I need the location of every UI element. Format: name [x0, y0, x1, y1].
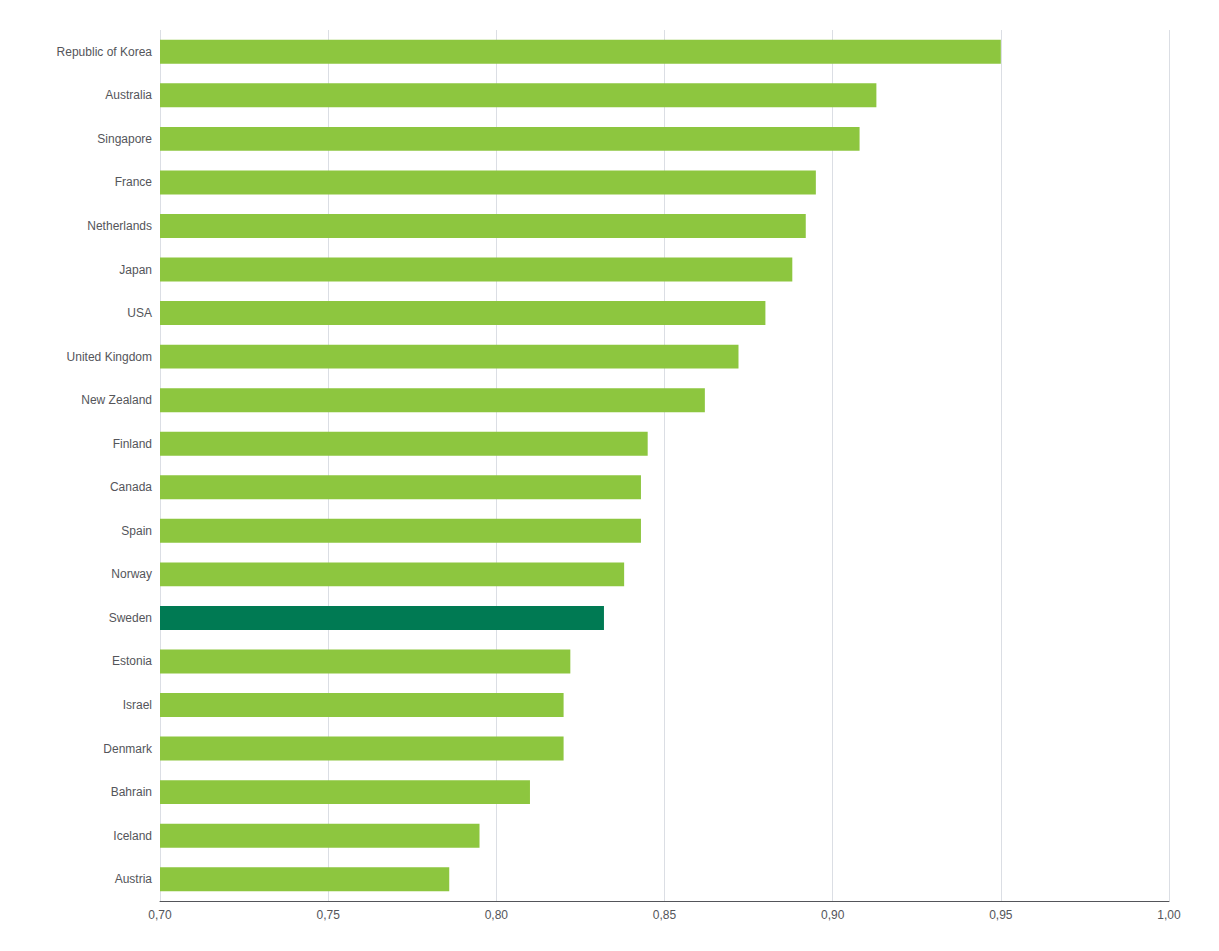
svg-text:Denmark: Denmark: [103, 742, 153, 756]
svg-text:1,00: 1,00: [1157, 908, 1181, 922]
svg-text:0,85: 0,85: [653, 908, 677, 922]
svg-text:Norway: Norway: [111, 567, 152, 581]
svg-text:United Kingdom: United Kingdom: [67, 350, 152, 364]
svg-text:Canada: Canada: [110, 480, 152, 494]
svg-text:France: France: [115, 175, 153, 189]
svg-text:Spain: Spain: [121, 524, 152, 538]
svg-text:Australia: Australia: [105, 88, 152, 102]
svg-text:0,90: 0,90: [821, 908, 845, 922]
svg-text:Japan: Japan: [119, 263, 152, 277]
svg-text:0,75: 0,75: [316, 908, 340, 922]
svg-text:Republic of Korea: Republic of Korea: [57, 45, 153, 59]
svg-text:Netherlands: Netherlands: [87, 219, 152, 233]
svg-text:New Zealand: New Zealand: [81, 393, 152, 407]
svg-text:USA: USA: [127, 306, 152, 320]
svg-text:Bahrain: Bahrain: [111, 785, 152, 799]
svg-text:0,95: 0,95: [989, 908, 1013, 922]
svg-text:Israel: Israel: [123, 698, 152, 712]
svg-text:0,80: 0,80: [485, 908, 509, 922]
svg-text:Singapore: Singapore: [97, 132, 152, 146]
svg-text:Finland: Finland: [113, 437, 152, 451]
svg-text:Sweden: Sweden: [109, 611, 152, 625]
svg-text:Iceland: Iceland: [113, 829, 152, 843]
svg-text:Austria: Austria: [115, 872, 153, 886]
svg-text:Estonia: Estonia: [112, 654, 152, 668]
svg-text:0,70: 0,70: [148, 908, 172, 922]
